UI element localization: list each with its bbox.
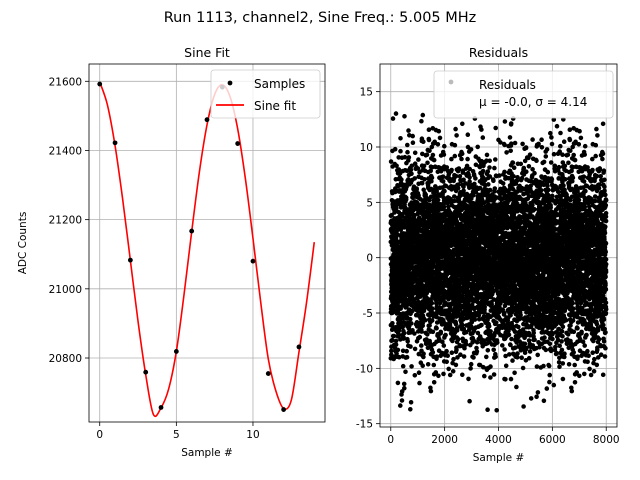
sample-point — [204, 117, 210, 123]
sample-point — [173, 349, 179, 354]
axes-frame — [379, 63, 618, 428]
ticks: 0 2000 4000 6000 8000 -15 -10 -5 0 5 10 15 — [356, 87, 620, 446]
y-tick-label: 15 — [360, 87, 373, 99]
axes-title: Sine Fit — [184, 45, 230, 60]
ticks: 0 5 10 20800 21000 21200 21400 21600 — [49, 76, 260, 441]
legend-samples-marker — [227, 80, 233, 86]
axes-frame — [88, 63, 326, 423]
legend-box — [210, 69, 321, 119]
sine-fit-axes: 0 5 10 20800 21000 21200 21400 21600 Sine Fit Sam… — [17, 45, 326, 459]
legend-residuals-label: Residuals — [479, 78, 536, 92]
y-tick-label: -5 — [363, 308, 373, 320]
legend-samples-label: Samples — [254, 77, 305, 91]
y-tick-label: 21200 — [49, 215, 82, 227]
plot-area — [388, 111, 609, 413]
sample-point — [281, 407, 287, 412]
x-tick-label: 4000 — [485, 434, 512, 446]
sample-point — [97, 81, 103, 87]
y-tick-label: 21600 — [49, 76, 82, 88]
x-tick-label: 5 — [173, 429, 180, 441]
plot-area — [97, 81, 316, 418]
x-tick-label: 8000 — [593, 434, 620, 446]
sample-point — [158, 405, 164, 410]
residual-points — [388, 111, 609, 413]
y-tick-label: 21400 — [49, 145, 82, 157]
legend-stats-label: μ = -0.0, σ = 4.14 — [479, 95, 587, 109]
sample-point — [265, 371, 271, 376]
x-axis-label: Sample # — [181, 447, 233, 459]
x-tick-label: 10 — [246, 429, 259, 441]
legend-fit-label: Sine fit — [254, 99, 296, 113]
legend: Samples Sine fit — [210, 69, 321, 119]
y-tick-label: 0 — [366, 253, 373, 265]
x-tick-label: 6000 — [539, 434, 566, 446]
y-axis-label: ADC Counts — [17, 212, 29, 275]
x-tick-label: 2000 — [431, 434, 458, 446]
x-axis-label: Sample # — [473, 452, 525, 464]
sample-point — [127, 257, 133, 263]
x-tick-label: 0 — [96, 429, 103, 441]
sample-point — [189, 228, 195, 234]
y-tick-label: -10 — [356, 363, 373, 375]
sample-point — [296, 344, 302, 350]
x-tick-label: 0 — [387, 434, 394, 446]
figure-suptitle: Run 1113, channel2, Sine Freq.: 5.005 MH… — [164, 10, 477, 26]
y-tick-label: 21000 — [49, 284, 82, 296]
sample-point — [250, 258, 256, 264]
sample-point — [112, 140, 118, 146]
sample-point — [143, 369, 149, 375]
legend: Residuals μ = -0.0, σ = 4.14 — [433, 70, 614, 119]
legend-box — [433, 70, 614, 119]
y-tick-label: -15 — [356, 419, 373, 431]
y-tick-label: 20800 — [49, 353, 82, 365]
residuals-axes: 0 2000 4000 6000 8000 -15 -10 -5 0 5 10 15 Residuals… — [356, 45, 620, 464]
y-tick-label: 10 — [360, 142, 373, 154]
sine-fit-line — [98, 81, 316, 418]
axes-title: Residuals — [469, 45, 528, 60]
sample-point — [235, 141, 241, 146]
y-tick-label: 5 — [366, 197, 373, 209]
legend-residuals-marker — [448, 79, 454, 85]
